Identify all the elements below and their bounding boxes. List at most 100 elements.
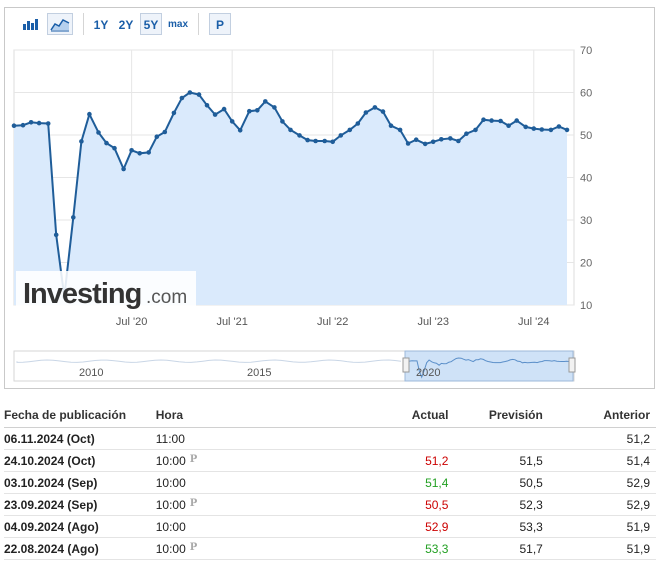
navigator-selected-line xyxy=(407,357,569,379)
toolbar-separator xyxy=(198,13,199,35)
bar-chart-button[interactable] xyxy=(19,13,41,35)
data-point xyxy=(388,123,394,128)
data-point xyxy=(11,123,17,128)
chart-toolbar: 1Y 2Y 5Y max P xyxy=(5,8,654,40)
data-point xyxy=(448,136,453,141)
data-point xyxy=(380,109,386,114)
time-text: 10:00 xyxy=(155,497,186,512)
cell-forecast: 51,5 xyxy=(448,449,543,472)
header-forecast[interactable]: Previsión xyxy=(448,403,543,428)
data-point xyxy=(564,127,570,133)
cell-previous: 51,9 xyxy=(542,515,656,538)
x-tick-label: Jul '24 xyxy=(518,316,549,328)
data-point xyxy=(263,99,268,104)
x-tick-label: Jul '20 xyxy=(116,316,147,328)
range-1y-button[interactable]: 1Y xyxy=(93,18,109,32)
data-point xyxy=(137,151,142,156)
data-point xyxy=(506,123,511,128)
p-toggle-button[interactable]: P xyxy=(209,13,231,35)
time-text: 10:00 xyxy=(155,475,186,490)
cell-date: 24.10.2024 (Oct) xyxy=(4,449,156,472)
table-row: 22.08.2024 (Ago) 10:00 P 53,3 51,7 51,9 xyxy=(4,537,656,560)
y-tick-label: 40 xyxy=(580,173,592,185)
data-point xyxy=(162,129,168,135)
y-tick-label: 10 xyxy=(580,300,592,312)
data-point xyxy=(523,124,528,130)
header-time[interactable]: Hora xyxy=(155,403,305,428)
data-point xyxy=(255,108,260,113)
cell-date: 06.11.2024 (Oct) xyxy=(4,427,156,450)
cell-forecast: 50,5 xyxy=(448,471,543,494)
time-text: 10:00 xyxy=(155,541,186,556)
cell-forecast: 51,7 xyxy=(448,537,543,560)
data-point xyxy=(45,121,51,126)
data-point xyxy=(539,127,545,132)
x-axis: Jul '20 Jul '21 Jul '22 Jul '23 Jul '24 xyxy=(116,316,550,328)
chart-panel: 1Y 2Y 5Y max P 10 20 30 40 50 60 70 Jul '20 Jul… xyxy=(4,7,655,389)
data-point xyxy=(514,118,519,123)
navigator-label-2010: 2010 xyxy=(79,367,103,379)
data-point xyxy=(20,122,26,128)
preliminary-icon: P xyxy=(189,541,198,553)
data-point xyxy=(121,166,126,172)
cell-actual: 51,4 xyxy=(304,471,449,494)
time-text: 10:00 xyxy=(155,453,186,468)
navigator-left-handle[interactable] xyxy=(402,357,410,373)
range-2y-button[interactable]: 2Y xyxy=(118,18,134,32)
data-point xyxy=(280,119,285,124)
preliminary-icon: P xyxy=(189,497,198,509)
data-point xyxy=(87,111,92,117)
bar-chart-icon xyxy=(23,19,38,30)
header-previous[interactable]: Anterior xyxy=(542,403,656,428)
table-row: 06.11.2024 (Oct) 11:00 51,2 xyxy=(4,427,656,450)
data-point xyxy=(297,133,302,138)
header-actual[interactable]: Actual xyxy=(304,403,449,428)
area-chart-button[interactable] xyxy=(47,13,73,35)
table-row: 03.10.2024 (Sep) 10:00 51,4 50,5 52,9 xyxy=(4,471,656,494)
data-point xyxy=(439,137,444,142)
data-point xyxy=(347,127,353,133)
data-point xyxy=(288,127,293,133)
cell-date: 23.09.2024 (Sep) xyxy=(4,493,156,516)
y-tick-label: 60 xyxy=(580,88,592,100)
cell-previous: 51,9 xyxy=(542,537,656,560)
navigator-right-handle[interactable] xyxy=(568,357,576,373)
cell-previous: 51,4 xyxy=(542,449,656,472)
data-point xyxy=(481,117,486,122)
data-point xyxy=(104,140,109,146)
data-point xyxy=(237,128,243,133)
cell-time: 10:00 P xyxy=(155,449,305,472)
data-point xyxy=(464,131,469,136)
cell-actual: 52,9 xyxy=(304,515,449,538)
header-date[interactable]: Fecha de publicación xyxy=(4,403,156,428)
data-point xyxy=(305,137,310,143)
data-point xyxy=(548,127,554,133)
data-point xyxy=(456,138,461,144)
navigator-selection[interactable] xyxy=(404,350,574,382)
y-tick-label: 30 xyxy=(580,215,592,227)
range-navigator[interactable]: 2010 2015 2020 xyxy=(5,346,654,386)
cell-actual: 53,3 xyxy=(304,537,449,560)
data-point xyxy=(204,103,210,108)
cell-time: 10:00 P xyxy=(155,493,305,516)
data-point xyxy=(556,124,562,129)
y-tick-label: 70 xyxy=(580,45,592,57)
data-point xyxy=(229,119,235,124)
table-row: 24.10.2024 (Oct) 10:00 P 51,2 51,5 51,4 xyxy=(4,449,656,472)
cell-previous: 51,2 xyxy=(542,427,656,450)
data-point xyxy=(405,141,411,146)
data-point xyxy=(187,90,193,95)
data-point xyxy=(372,105,378,110)
range-5y-button[interactable]: 5Y xyxy=(140,13,162,35)
data-point xyxy=(355,121,361,126)
cell-actual: 50,5 xyxy=(304,493,449,516)
cell-previous: 52,9 xyxy=(542,493,656,516)
data-point xyxy=(322,138,328,144)
data-point xyxy=(79,139,84,144)
cell-time: 10:00 P xyxy=(155,537,305,560)
data-point xyxy=(363,110,369,115)
range-max-button[interactable]: max xyxy=(167,19,188,30)
watermark-brand: Investing xyxy=(23,278,141,310)
area-chart-icon xyxy=(50,19,70,32)
